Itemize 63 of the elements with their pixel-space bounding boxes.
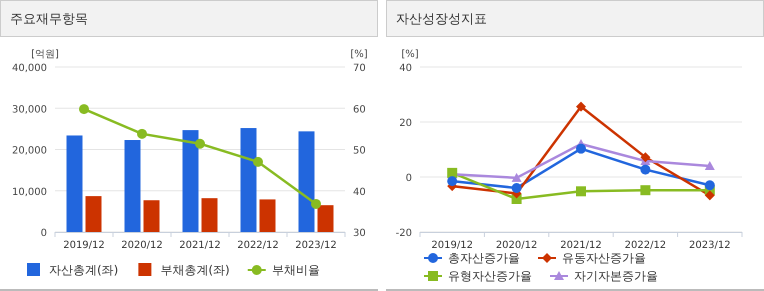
x-tick-label: 2019/12 <box>63 240 105 251</box>
x-tick-label: 2020/12 <box>496 240 538 251</box>
bar <box>298 131 314 232</box>
point <box>576 144 586 154</box>
point <box>195 138 205 149</box>
y-tick-label: 20,000 <box>12 146 47 156</box>
chart-title: 자산성장성지표 <box>396 12 487 27</box>
point <box>640 164 650 175</box>
legend-label: 부채총계(좌) <box>160 263 230 277</box>
y2-tick-label: 70 <box>353 63 366 74</box>
point <box>640 185 650 196</box>
bar <box>202 198 218 232</box>
y2-tick-label: 30 <box>353 228 366 239</box>
y-tick-label: 30,000 <box>12 104 47 116</box>
bar <box>240 128 256 232</box>
point <box>79 104 89 114</box>
bar <box>66 135 82 232</box>
bar <box>144 200 160 232</box>
bar <box>318 205 334 232</box>
point <box>704 161 715 170</box>
y-tick-label: 40,000 <box>12 63 47 74</box>
point <box>640 152 650 162</box>
x-tick-label: 2022/12 <box>237 240 279 251</box>
y-axis-title: [%] <box>401 49 419 60</box>
point <box>512 183 522 193</box>
point <box>704 180 715 190</box>
y-tick-label: 0 <box>406 173 412 184</box>
point <box>137 128 147 139</box>
chart-title: 주요재무항목 <box>10 12 88 27</box>
x-tick-label: 2021/12 <box>560 240 602 251</box>
x-tick-label: 2022/12 <box>624 240 666 251</box>
point <box>447 176 458 186</box>
x-tick-label: 2023/12 <box>295 240 337 251</box>
y-tick-label: -20 <box>396 228 412 239</box>
bar <box>124 140 140 232</box>
y2-tick-label: 60 <box>353 104 366 116</box>
point <box>576 186 586 196</box>
x-tick-label: 2020/12 <box>121 240 163 251</box>
legend-label: 총자산증가율 <box>448 251 520 265</box>
legend-label: 자기자본증가율 <box>574 269 658 283</box>
legend-label: 부채비율 <box>272 263 320 277</box>
y-tick-label: 40 <box>399 63 412 74</box>
point <box>704 190 715 200</box>
y2-tick-label: 40 <box>353 186 366 198</box>
point <box>253 156 263 167</box>
bar <box>86 196 102 232</box>
y-tick-label: 0 <box>40 228 47 239</box>
y-tick-label: 10,000 <box>12 186 47 198</box>
x-tick-label: 2023/12 <box>689 240 731 251</box>
bar <box>260 199 276 232</box>
x-tick-label: 2021/12 <box>179 240 221 251</box>
legend-label: 유동자산증가율 <box>562 251 646 265</box>
legend-label: 유형자산증가율 <box>448 269 532 283</box>
bar <box>182 130 198 232</box>
x-tick-label: 2019/12 <box>431 240 473 251</box>
y2-axis-title: [%] <box>350 49 368 60</box>
point <box>576 102 586 112</box>
y-axis-title: [억원] <box>31 49 59 60</box>
y2-tick-label: 50 <box>353 146 366 156</box>
legend-label: 자산총계(좌) <box>49 263 118 277</box>
y-tick-label: 20 <box>399 118 412 129</box>
point <box>311 198 321 209</box>
point <box>512 172 522 182</box>
